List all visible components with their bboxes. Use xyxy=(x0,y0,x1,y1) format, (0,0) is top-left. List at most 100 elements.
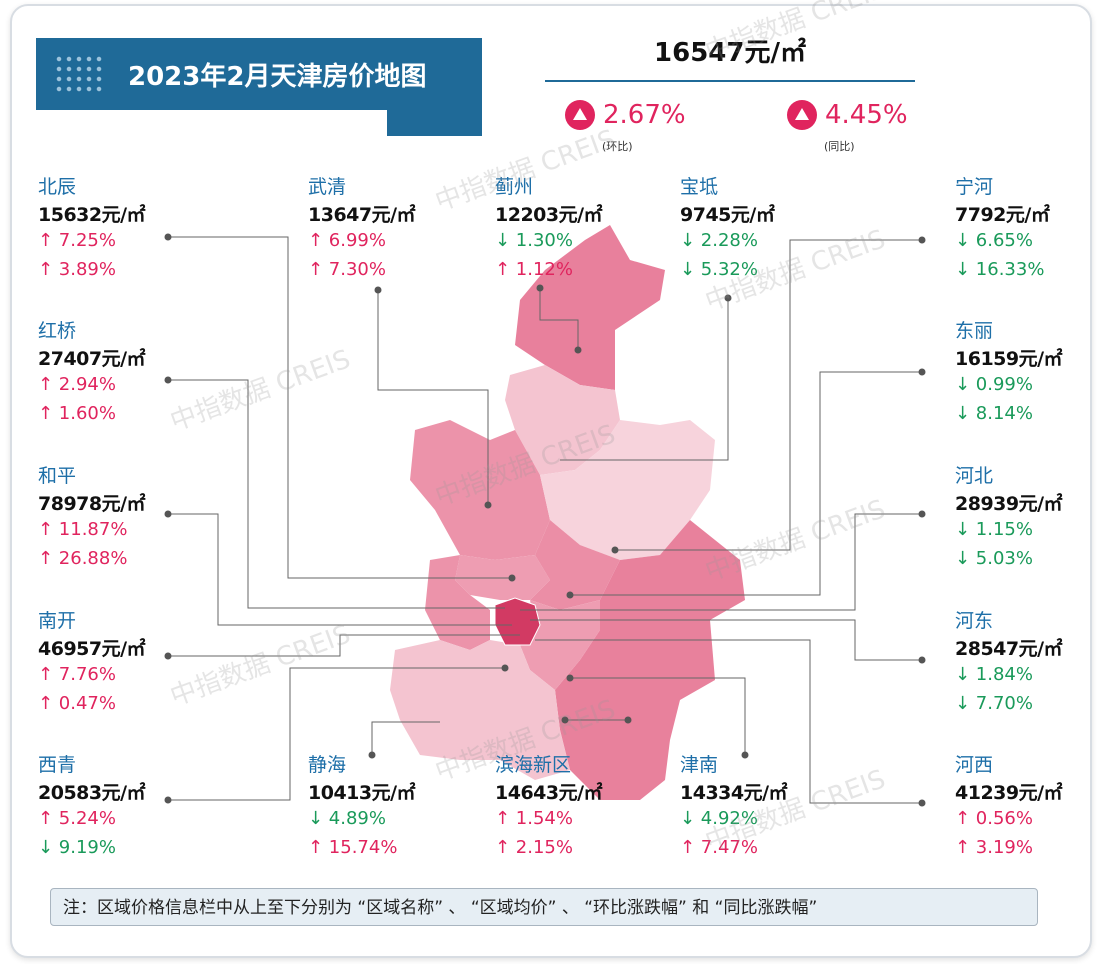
district-mom: ↑ 1.54% xyxy=(495,808,573,829)
district-mom: ↓ 1.84% xyxy=(955,664,1033,685)
district-mom: ↓ 1.30% xyxy=(495,230,573,251)
district-yoy: ↓ 7.70% xyxy=(955,693,1033,714)
yoy-value: 4.45% xyxy=(825,100,908,130)
district-mom: ↓ 6.65% xyxy=(955,230,1033,251)
district-name: 南开 xyxy=(38,610,77,632)
district-yoy: ↑ 7.47% xyxy=(680,837,758,858)
district-yoy: ↑ 1.60% xyxy=(38,403,116,424)
district-yoy: ↓ 16.33% xyxy=(955,259,1045,280)
district-price: 13647元/㎡ xyxy=(308,204,416,226)
district-mom: ↑ 5.24% xyxy=(38,808,116,829)
overall-mom: 2.67% xyxy=(565,100,686,130)
district-panel: 东丽 16159元/㎡ ↓ 0.99% ↓ 8.14% xyxy=(955,316,1105,432)
district-yoy: ↓ 8.14% xyxy=(955,403,1033,424)
district-name: 西青 xyxy=(38,754,77,776)
connector-dots xyxy=(164,233,926,807)
connector-lines xyxy=(168,236,922,804)
district-panel: 和平 78978元/㎡ ↑ 11.87% ↑ 26.88% xyxy=(38,461,188,577)
district-yoy: ↓ 5.03% xyxy=(955,548,1033,569)
district-panel: 红桥 27407元/㎡ ↑ 2.94% ↑ 1.60% xyxy=(38,316,188,432)
overall-yoy: 4.45% xyxy=(787,100,908,130)
district-name: 河东 xyxy=(955,610,994,632)
dots-decoration-icon xyxy=(54,54,106,94)
region-jizhou xyxy=(515,225,665,390)
mom-value: 2.67% xyxy=(603,100,686,130)
mom-label: (环比) xyxy=(602,140,633,153)
district-yoy: ↓ 5.32% xyxy=(680,259,758,280)
yoy-label: (同比) xyxy=(824,140,855,153)
district-name: 北辰 xyxy=(38,176,77,198)
district-name: 宁河 xyxy=(955,176,994,198)
district-mom: ↓ 0.99% xyxy=(955,374,1033,395)
district-mom: ↑ 0.56% xyxy=(955,808,1033,829)
district-mom: ↑ 7.76% xyxy=(38,664,116,685)
district-mom: ↓ 4.92% xyxy=(680,808,758,829)
district-name: 滨海新区 xyxy=(495,754,572,776)
district-mom: ↑ 11.87% xyxy=(38,519,128,540)
title-banner: 2023年2月天津房价地图 xyxy=(36,38,482,136)
divider xyxy=(545,80,915,82)
district-name: 东丽 xyxy=(955,320,994,342)
district-price: 27407元/㎡ xyxy=(38,348,146,370)
district-name: 宝坻 xyxy=(680,176,719,198)
district-panel: 宝坻 9745元/㎡ ↓ 2.28% ↓ 5.32% xyxy=(680,172,830,288)
district-panel: 武清 13647元/㎡ ↑ 6.99% ↑ 7.30% xyxy=(308,172,458,288)
map-regions xyxy=(390,225,745,800)
district-yoy: ↑ 3.19% xyxy=(955,837,1033,858)
district-panel: 河北 28939元/㎡ ↓ 1.15% ↓ 5.03% xyxy=(955,461,1105,577)
district-price: 15632元/㎡ xyxy=(38,204,146,226)
district-price: 41239元/㎡ xyxy=(955,782,1063,804)
district-mom: ↑ 7.25% xyxy=(38,230,116,251)
district-yoy: ↑ 15.74% xyxy=(308,837,398,858)
footnote: 注：区域价格信息栏中从上至下分别为 “区域名称” 、 “区域均价” 、 “环比涨… xyxy=(50,888,1038,926)
district-price: 20583元/㎡ xyxy=(38,782,146,804)
up-triangle-icon xyxy=(565,100,595,130)
district-panel: 河西 41239元/㎡ ↑ 0.56% ↑ 3.19% xyxy=(955,750,1105,866)
district-price: 10413元/㎡ xyxy=(308,782,416,804)
district-panel: 蓟州 12203元/㎡ ↓ 1.30% ↑ 1.12% xyxy=(495,172,645,288)
district-price: 14334元/㎡ xyxy=(680,782,788,804)
page-title: 2023年2月天津房价地图 xyxy=(128,62,427,92)
district-name: 蓟州 xyxy=(495,176,534,198)
district-price: 46957元/㎡ xyxy=(38,638,146,660)
district-name: 和平 xyxy=(38,465,77,487)
district-mom: ↓ 4.89% xyxy=(308,808,386,829)
district-yoy: ↓ 9.19% xyxy=(38,837,116,858)
region-jinghai xyxy=(390,640,570,780)
district-name: 静海 xyxy=(308,754,347,776)
district-panel: 北辰 15632元/㎡ ↑ 7.25% ↑ 3.89% xyxy=(38,172,188,288)
region-urban xyxy=(494,597,541,646)
district-yoy: ↑ 0.47% xyxy=(38,693,116,714)
district-panel: 南开 46957元/㎡ ↑ 7.76% ↑ 0.47% xyxy=(38,606,188,722)
district-name: 武清 xyxy=(308,176,347,198)
district-yoy: ↑ 26.88% xyxy=(38,548,128,569)
banner-fold xyxy=(387,110,482,136)
district-price: 78978元/㎡ xyxy=(38,493,146,515)
district-panel: 静海 10413元/㎡ ↓ 4.89% ↑ 15.74% xyxy=(308,750,458,866)
district-name: 津南 xyxy=(680,754,719,776)
district-mom: ↓ 2.28% xyxy=(680,230,758,251)
district-name: 河西 xyxy=(955,754,994,776)
district-panel: 宁河 7792元/㎡ ↓ 6.65% ↓ 16.33% xyxy=(955,172,1105,288)
region-binhai xyxy=(555,520,745,800)
region-xiqing xyxy=(425,555,490,650)
district-mom: ↑ 6.99% xyxy=(308,230,386,251)
district-panel: 滨海新区 14643元/㎡ ↑ 1.54% ↑ 2.15% xyxy=(495,750,645,866)
district-price: 7792元/㎡ xyxy=(955,204,1050,226)
region-jinnan xyxy=(520,600,600,690)
district-mom: ↓ 1.15% xyxy=(955,519,1033,540)
district-yoy: ↑ 7.30% xyxy=(308,259,386,280)
district-yoy: ↑ 1.12% xyxy=(495,259,573,280)
region-ninghe xyxy=(540,420,715,560)
district-yoy: ↑ 3.89% xyxy=(38,259,116,280)
district-mom: ↑ 2.94% xyxy=(38,374,116,395)
district-price: 14643元/㎡ xyxy=(495,782,603,804)
district-panel: 河东 28547元/㎡ ↓ 1.84% ↓ 7.70% xyxy=(955,606,1105,722)
region-baodi xyxy=(505,365,620,475)
region-wuqing xyxy=(410,420,550,560)
district-price: 28547元/㎡ xyxy=(955,638,1063,660)
district-panel: 西青 20583元/㎡ ↑ 5.24% ↓ 9.19% xyxy=(38,750,188,866)
region-dongli xyxy=(530,520,620,610)
district-panel: 津南 14334元/㎡ ↓ 4.92% ↑ 7.47% xyxy=(680,750,830,866)
